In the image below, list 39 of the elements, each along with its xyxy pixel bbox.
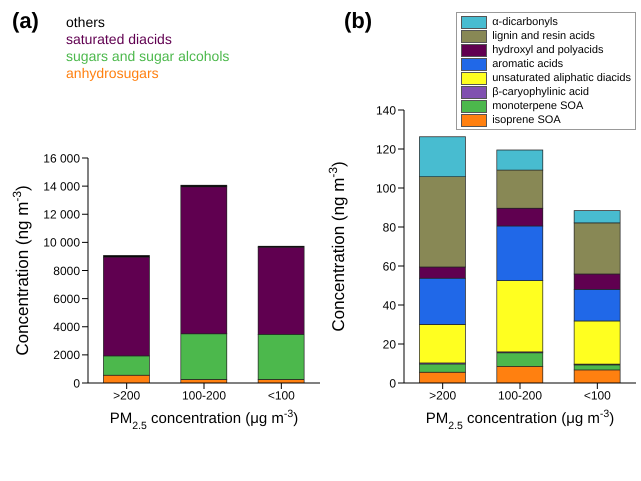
chart-title: (b) (344, 8, 372, 34)
x-tick-label: <100 (584, 388, 612, 403)
legend-label: hydroxyl and polyacids (492, 43, 604, 57)
x-tick-label: >200 (113, 388, 141, 403)
y-tick-label: 60 (382, 259, 396, 274)
text: others (66, 14, 106, 31)
legend-label: β-caryophylinic acid (492, 85, 589, 99)
legend-label: lignin and resin acids (492, 29, 595, 43)
y-tick-label: 100 (376, 181, 396, 196)
y-tick-label: 12 000 (43, 208, 80, 222)
x-tick-label: >200 (429, 388, 457, 403)
legend-label: monoterpene SOA (492, 99, 584, 113)
x-axis-title: PM$_{2.5}$ concentration (μg m$^{-3}$) (426, 408, 614, 432)
legend-label: aromatic acids (492, 57, 564, 71)
y-tick-label: 40 (382, 298, 396, 312)
chart-title: (a) (12, 8, 39, 34)
x-tick-label: <100 (268, 388, 296, 403)
y-tick-label: 16 000 (43, 151, 80, 166)
y-tick-label: 80 (382, 220, 396, 234)
y-tick-label: 2000 (53, 348, 80, 362)
text: anhydrosugars (66, 65, 160, 82)
x-tick-label: 100-200 (498, 388, 542, 403)
y-tick-label: 120 (376, 142, 396, 156)
y-tick-label: 10 000 (43, 236, 80, 250)
legend-label: α-dicarbonyls (492, 15, 558, 29)
y-tick-label: 14 000 (43, 179, 80, 194)
y-tick-label: 6000 (53, 292, 80, 306)
legend-label: isoprene SOA (492, 113, 561, 127)
x-tick-label: 100-200 (182, 388, 226, 403)
y-tick-label: 8000 (53, 264, 80, 278)
y-tick-label: 4000 (53, 320, 80, 334)
text: sugars and sugar alcohols (66, 48, 230, 65)
text: saturated diacids (66, 31, 173, 48)
y-tick-label: 0 (389, 376, 396, 390)
y-tick-label: 0 (73, 376, 80, 390)
y-tick-label: 20 (382, 337, 396, 352)
legend-label: unsaturated aliphatic diacids (492, 71, 631, 85)
x-axis-title: PM$_{2.5}$ concentration (μg m$^{-3}$) (110, 408, 298, 432)
y-tick-label: 140 (376, 103, 396, 118)
